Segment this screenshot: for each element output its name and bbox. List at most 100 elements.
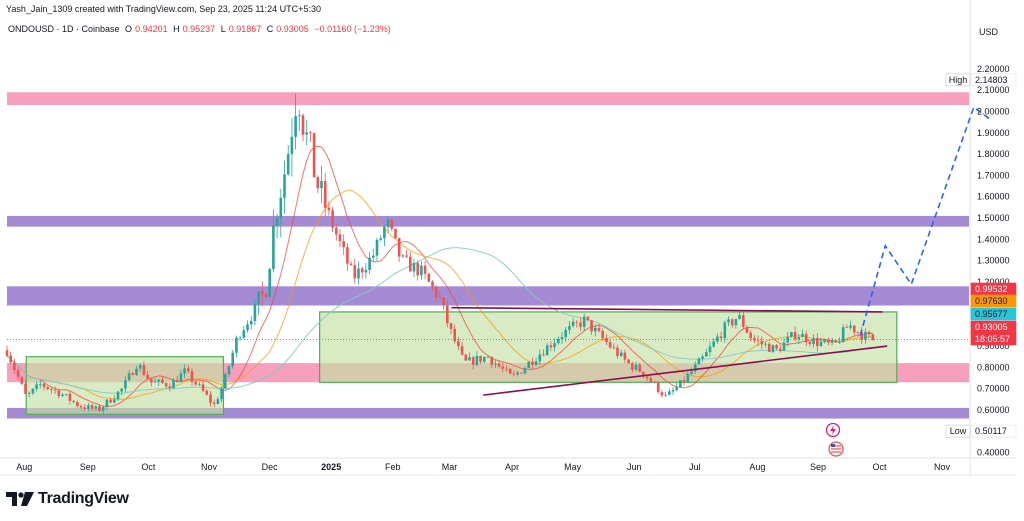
candle-body[interactable] bbox=[5, 350, 9, 356]
candle-body[interactable] bbox=[512, 373, 516, 375]
candle-body[interactable] bbox=[790, 332, 793, 337]
trendline[interactable] bbox=[483, 345, 888, 396]
candle-body[interactable] bbox=[701, 356, 704, 359]
candle-body[interactable] bbox=[449, 323, 453, 329]
candle-body[interactable] bbox=[693, 364, 697, 372]
candle-body[interactable] bbox=[860, 332, 863, 340]
candle-body[interactable] bbox=[83, 407, 86, 409]
candle-body[interactable] bbox=[605, 338, 608, 343]
candle-body[interactable] bbox=[212, 402, 216, 404]
candle-body[interactable] bbox=[161, 379, 164, 383]
candle-body[interactable] bbox=[309, 132, 312, 134]
price-chart[interactable]: 0.400000.500000.600000.700000.800000.900… bbox=[0, 0, 1024, 485]
candle-body[interactable] bbox=[823, 339, 826, 342]
candle-body[interactable] bbox=[479, 355, 482, 362]
candle-body[interactable] bbox=[331, 210, 334, 228]
candle-body[interactable] bbox=[76, 401, 79, 407]
candle-body[interactable] bbox=[224, 374, 227, 389]
event-icons[interactable] bbox=[825, 422, 844, 457]
candle-body[interactable] bbox=[135, 368, 138, 375]
candle-body[interactable] bbox=[708, 346, 712, 353]
candle-body[interactable] bbox=[372, 255, 375, 258]
candle-body[interactable] bbox=[460, 346, 464, 355]
candle-body[interactable] bbox=[79, 406, 83, 408]
candle-body[interactable] bbox=[782, 342, 786, 351]
candle-body[interactable] bbox=[179, 373, 183, 383]
candle-body[interactable] bbox=[634, 364, 638, 370]
candle-body[interactable] bbox=[531, 361, 534, 365]
candle-body[interactable] bbox=[327, 207, 331, 211]
candle-body[interactable] bbox=[849, 325, 852, 328]
candle-body[interactable] bbox=[360, 268, 364, 273]
candle-body[interactable] bbox=[209, 394, 212, 403]
candle-body[interactable] bbox=[749, 332, 752, 339]
candle-body[interactable] bbox=[475, 355, 479, 365]
candle-body[interactable] bbox=[235, 337, 238, 353]
candle-body[interactable] bbox=[753, 338, 756, 341]
candle-body[interactable] bbox=[120, 388, 123, 392]
candle-body[interactable] bbox=[61, 394, 64, 397]
candle-body[interactable] bbox=[231, 352, 234, 367]
candle-body[interactable] bbox=[24, 383, 27, 394]
candle-body[interactable] bbox=[116, 391, 120, 400]
candle-body[interactable] bbox=[305, 132, 308, 135]
candle-body[interactable] bbox=[298, 115, 301, 117]
candle-body[interactable] bbox=[353, 265, 357, 279]
candle-body[interactable] bbox=[775, 345, 778, 349]
candle-body[interactable] bbox=[390, 219, 394, 229]
candle-body[interactable] bbox=[42, 384, 46, 388]
candle-body[interactable] bbox=[109, 399, 112, 403]
candle-body[interactable] bbox=[816, 338, 819, 347]
candle-body[interactable] bbox=[31, 388, 35, 394]
candle-body[interactable] bbox=[853, 325, 856, 333]
candle-body[interactable] bbox=[279, 197, 283, 218]
candle-body[interactable] bbox=[808, 342, 812, 345]
candle-body[interactable] bbox=[168, 386, 172, 389]
candle-body[interactable] bbox=[608, 342, 612, 348]
candle-body[interactable] bbox=[142, 365, 146, 375]
candle-body[interactable] bbox=[105, 399, 109, 408]
candle-body[interactable] bbox=[57, 390, 61, 397]
candle-body[interactable] bbox=[845, 327, 849, 329]
currency-button[interactable]: USD bbox=[971, 22, 1016, 42]
candle-body[interactable] bbox=[771, 345, 775, 352]
candle-body[interactable] bbox=[523, 367, 527, 374]
candle-body[interactable] bbox=[856, 332, 860, 334]
candle-body[interactable] bbox=[586, 316, 590, 321]
candle-body[interactable] bbox=[286, 154, 290, 175]
candle-body[interactable] bbox=[35, 384, 38, 389]
candle-body[interactable] bbox=[131, 373, 135, 375]
candle-body[interactable] bbox=[631, 363, 634, 370]
candle-body[interactable] bbox=[797, 337, 801, 340]
candle-body[interactable] bbox=[172, 379, 175, 389]
candle-body[interactable] bbox=[323, 180, 327, 208]
candle-body[interactable] bbox=[582, 316, 586, 327]
candle-body[interactable] bbox=[397, 238, 401, 257]
candle-body[interactable] bbox=[719, 336, 723, 339]
candle-body[interactable] bbox=[671, 389, 675, 392]
candle-body[interactable] bbox=[804, 333, 808, 343]
candle-body[interactable] bbox=[764, 343, 767, 345]
candle-body[interactable] bbox=[560, 337, 564, 340]
candle-body[interactable] bbox=[730, 319, 734, 326]
candle-body[interactable] bbox=[442, 297, 445, 306]
candle-body[interactable] bbox=[124, 380, 127, 389]
candle-body[interactable] bbox=[864, 331, 867, 340]
candle-body[interactable] bbox=[571, 321, 575, 326]
candle-body[interactable] bbox=[405, 255, 408, 257]
candle-body[interactable] bbox=[642, 371, 645, 377]
candle-body[interactable] bbox=[590, 320, 593, 332]
candle-body[interactable] bbox=[734, 318, 738, 326]
candle-body[interactable] bbox=[146, 374, 149, 379]
candle-body[interactable] bbox=[738, 315, 741, 319]
candle-body[interactable] bbox=[705, 352, 708, 357]
candle-body[interactable] bbox=[453, 328, 456, 342]
candle-body[interactable] bbox=[246, 324, 249, 331]
projection-path[interactable] bbox=[859, 105, 992, 336]
candle-body[interactable] bbox=[464, 354, 468, 361]
candle-body[interactable] bbox=[793, 332, 797, 340]
candle-body[interactable] bbox=[527, 361, 530, 368]
candle-body[interactable] bbox=[838, 341, 841, 343]
candle-body[interactable] bbox=[516, 372, 519, 375]
candle-body[interactable] bbox=[113, 399, 116, 403]
